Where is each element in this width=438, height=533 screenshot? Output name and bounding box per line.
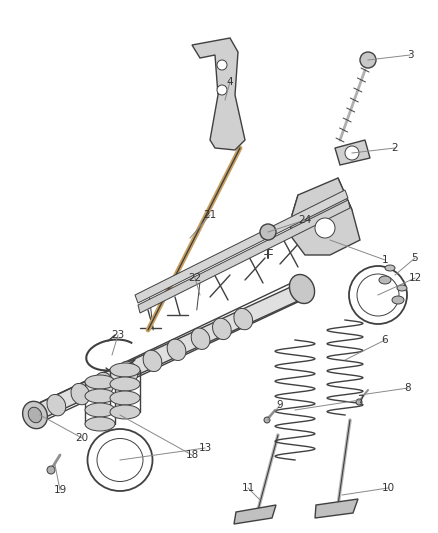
Ellipse shape [385,265,395,271]
Ellipse shape [95,373,114,394]
Text: 10: 10 [381,483,395,493]
Ellipse shape [85,403,115,417]
Ellipse shape [119,361,138,383]
Text: 22: 22 [188,273,201,283]
Text: 18: 18 [185,450,198,460]
Ellipse shape [28,407,42,423]
Ellipse shape [143,350,162,372]
Text: 21: 21 [203,210,217,220]
Text: 5: 5 [412,253,418,263]
Polygon shape [290,178,360,255]
Ellipse shape [392,296,404,304]
Text: 24: 24 [298,215,311,225]
Text: 3: 3 [407,50,413,60]
Circle shape [345,146,359,160]
Text: 11: 11 [241,483,254,493]
Text: 1: 1 [381,255,389,265]
Circle shape [217,85,227,95]
Ellipse shape [191,328,210,350]
Ellipse shape [85,389,115,403]
Ellipse shape [110,391,140,405]
Ellipse shape [212,318,231,340]
Ellipse shape [110,377,140,391]
Polygon shape [234,505,276,524]
Circle shape [360,52,376,68]
Ellipse shape [23,401,47,429]
Text: 23: 23 [111,330,125,340]
Text: 20: 20 [75,433,88,443]
Text: 9: 9 [277,400,283,410]
Polygon shape [138,200,350,313]
Circle shape [260,224,276,240]
Polygon shape [28,285,300,423]
Ellipse shape [85,417,115,431]
Ellipse shape [71,383,90,405]
Ellipse shape [234,309,253,330]
Text: 13: 13 [198,443,212,453]
Text: 4: 4 [227,77,233,87]
Ellipse shape [290,274,314,303]
Polygon shape [335,140,370,165]
Text: 8: 8 [405,383,411,393]
Circle shape [217,60,227,70]
Text: 7: 7 [357,395,363,405]
Circle shape [47,466,55,474]
Ellipse shape [110,405,140,419]
Ellipse shape [379,276,391,284]
Circle shape [264,417,270,423]
Ellipse shape [85,375,115,389]
Polygon shape [192,38,245,150]
Circle shape [356,399,362,405]
Circle shape [315,218,335,238]
Polygon shape [315,499,358,518]
Text: 6: 6 [381,335,389,345]
Ellipse shape [110,363,140,377]
Polygon shape [135,190,348,303]
Text: 2: 2 [392,143,398,153]
Ellipse shape [47,394,66,416]
Text: 19: 19 [53,485,67,495]
Text: 12: 12 [408,273,422,283]
Ellipse shape [397,285,407,291]
Ellipse shape [167,339,186,360]
